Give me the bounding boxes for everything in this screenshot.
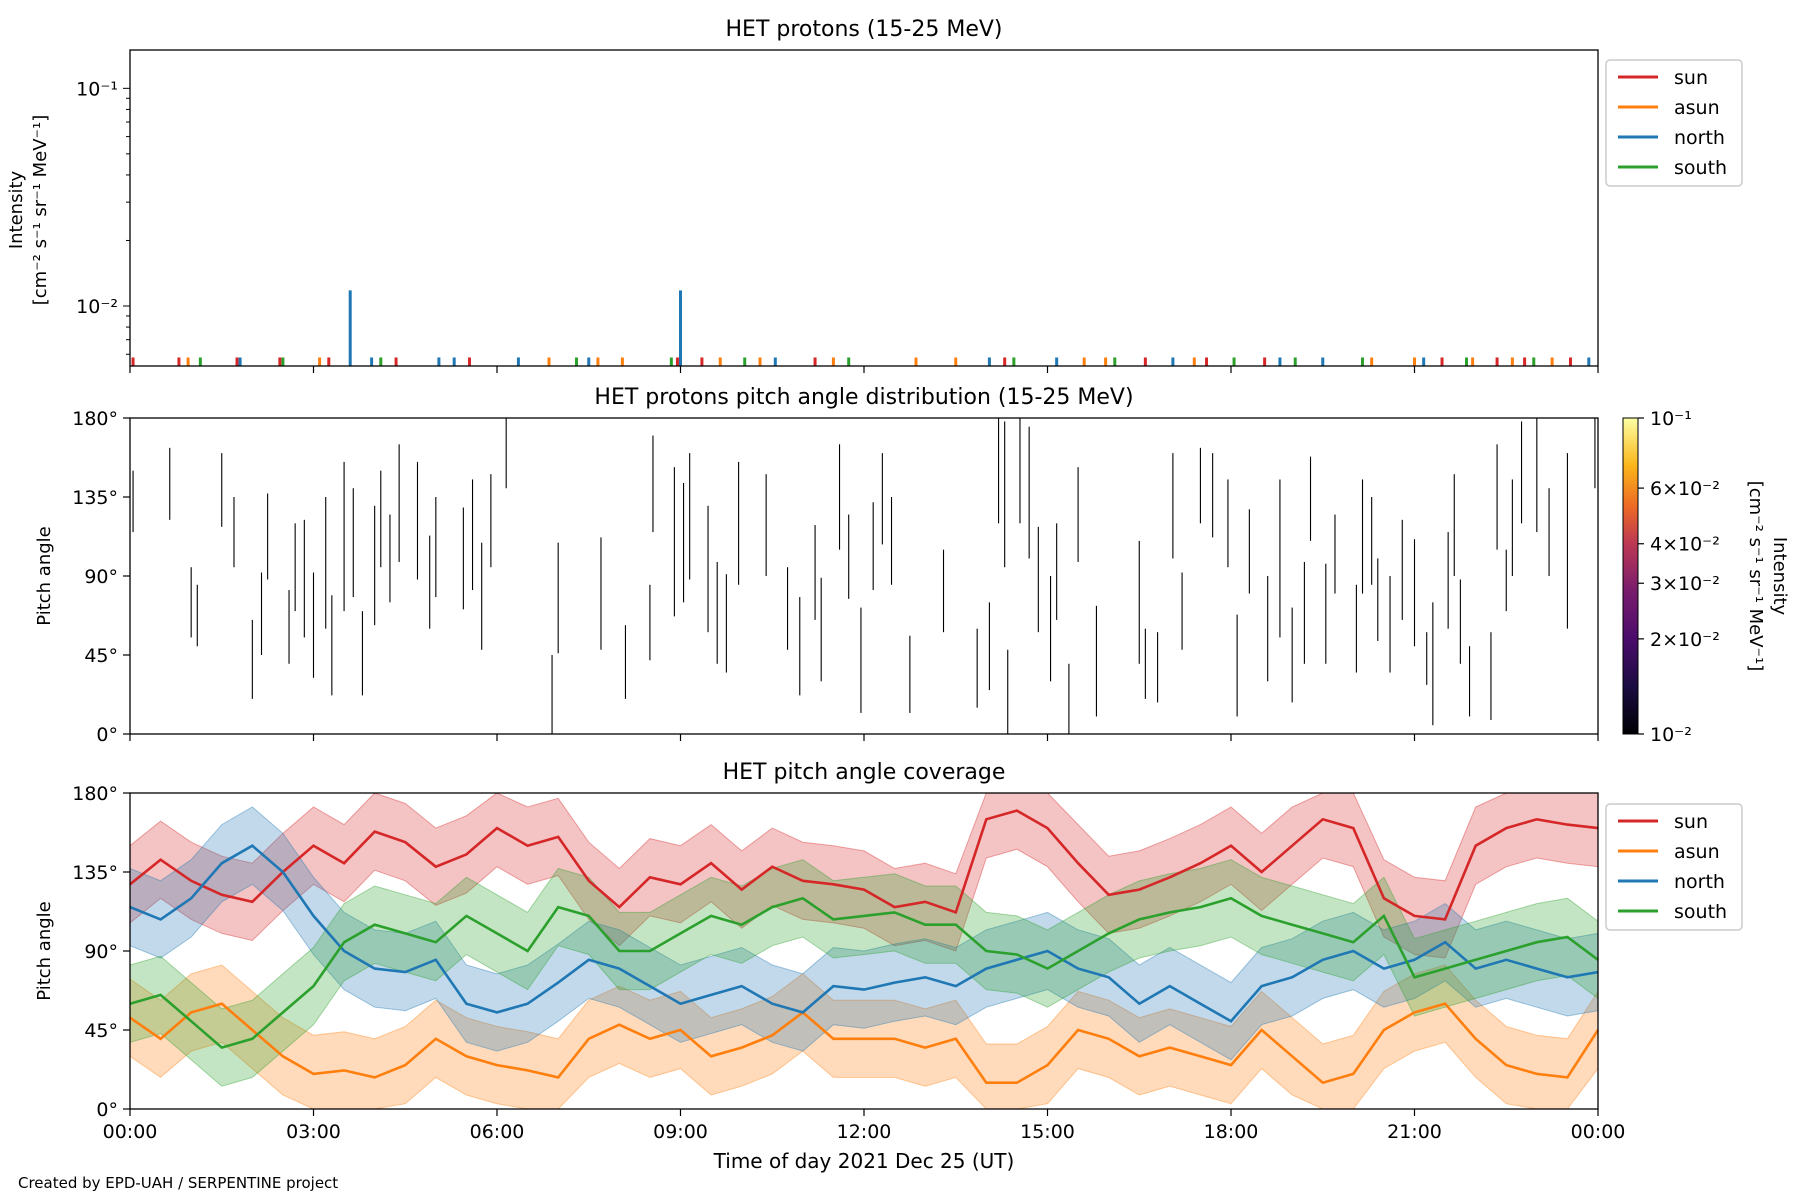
credit-note: Created by EPD-UAH / SERPENTINE project [18,1174,339,1192]
coverage-line-north [129,844,1599,1023]
panel-intensity-ylabel-line2: [cm⁻² s⁻¹ sr⁻¹ MeV⁻¹] [30,115,51,306]
colorbar-tick-label: 4×10⁻² [1650,534,1720,556]
x-tick-label: 21:00 [1387,1121,1442,1143]
panel-coverage: HET pitch angle coverage 00:00 03:00 06:00… [34,760,1743,1173]
x-tick-label: 03:00 [286,1121,341,1143]
colorbar-tick-label: 10⁻¹ [1650,408,1692,430]
colorbar: 10⁻¹ 6×10⁻² 4×10⁻² 3×10⁻² 2×10⁻² 10⁻² Intensi… [1622,408,1790,746]
colorbar-tick-label: 2×10⁻² [1650,629,1720,651]
y-tick-label: 135° [72,862,118,884]
panel-intensity-title: HET protons (15-25 MeV) [726,17,1003,42]
y-tick-label: 0° [96,1099,118,1121]
y-tick-label: 45° [84,645,118,667]
panel-pad: HET protons pitch angle distribution (15… [34,385,1790,746]
panel-coverage-ylabel: Pitch angle [34,901,55,1000]
y-tick-label: 10⁻² [76,296,118,318]
x-tick-label: 00:00 [103,1121,158,1143]
panel-intensity: HET protons (15-25 MeV) 10⁻¹ 10⁻² Intensi… [6,17,1743,373]
colorbar-ticks: 10⁻¹ 6×10⁻² 4×10⁻² 3×10⁻² 2×10⁻² 10⁻² [1638,408,1720,746]
y-tick-label: 90° [84,941,118,963]
panel-pad-title: HET protons pitch angle distribution (15… [594,385,1133,410]
y-tick-label: 180° [72,783,118,805]
panel-intensity-legend-north: north [1674,127,1725,149]
x-tick-label: 09:00 [653,1121,708,1143]
coverage-line-sun [129,809,1599,921]
colorbar-tick-label: 3×10⁻² [1650,573,1720,595]
colorbar-label-line2: [cm⁻² s⁻¹ sr⁻¹ MeV⁻¹] [1745,481,1766,672]
y-tick-label: 10⁻¹ [76,78,118,100]
panel-intensity-legend-asun: asun [1674,97,1720,119]
panel-intensity-axes: 10⁻¹ 10⁻² [76,49,1599,373]
panel-intensity-legend: sun asun north south [1605,59,1743,187]
panel-intensity-legend-south: south [1674,157,1727,179]
y-tick-label: 90° [84,566,118,588]
panel-coverage-series [129,792,1600,1110]
panel-coverage-legend-south: south [1674,901,1727,923]
y-tick-label: 180° [72,408,118,430]
panel-intensity-legend-sun: sun [1674,67,1708,89]
panel-pad-ylabel: Pitch angle [34,526,55,625]
panel-coverage-xlabel: Time of day 2021 Dec 25 (UT) [713,1149,1015,1173]
colorbar-label-line1: Intensity [1769,537,1790,616]
panel-pad-segments [132,418,1596,734]
x-tick-label: 12:00 [837,1121,892,1143]
coverage-line-asun [129,1002,1600,1085]
colorbar-tick-label: 6×10⁻² [1650,478,1720,500]
x-tick-label: 15:00 [1020,1121,1075,1143]
panel-intensity-spikes [131,290,1591,366]
x-tick-label: 18:00 [1204,1121,1259,1143]
y-tick-label: 135° [72,487,118,509]
panel-intensity-ylabel-line1: Intensity [6,170,27,249]
y-tick-label: 0° [96,724,118,746]
panel-pad-axes: 0° 45° 90° 135° 180° [72,408,1599,746]
coverage-line-south [129,896,1599,1050]
panel-coverage-title: HET pitch angle coverage [723,760,1006,785]
panel-coverage-legend: sun asun north south [1605,803,1743,931]
y-tick-label: 45° [84,1020,118,1042]
panel-coverage-axes: 00:00 03:00 06:00 09:00 12:00 15:00 18:00 21:00… [72,783,1625,1143]
x-tick-label: 06:00 [470,1121,525,1143]
panel-coverage-legend-asun: asun [1674,841,1720,863]
panel-coverage-legend-north: north [1674,871,1725,893]
panel-coverage-legend-sun: sun [1674,811,1708,833]
colorbar-tick-label: 10⁻² [1650,724,1692,746]
x-tick-label: 00:00 [1571,1121,1626,1143]
